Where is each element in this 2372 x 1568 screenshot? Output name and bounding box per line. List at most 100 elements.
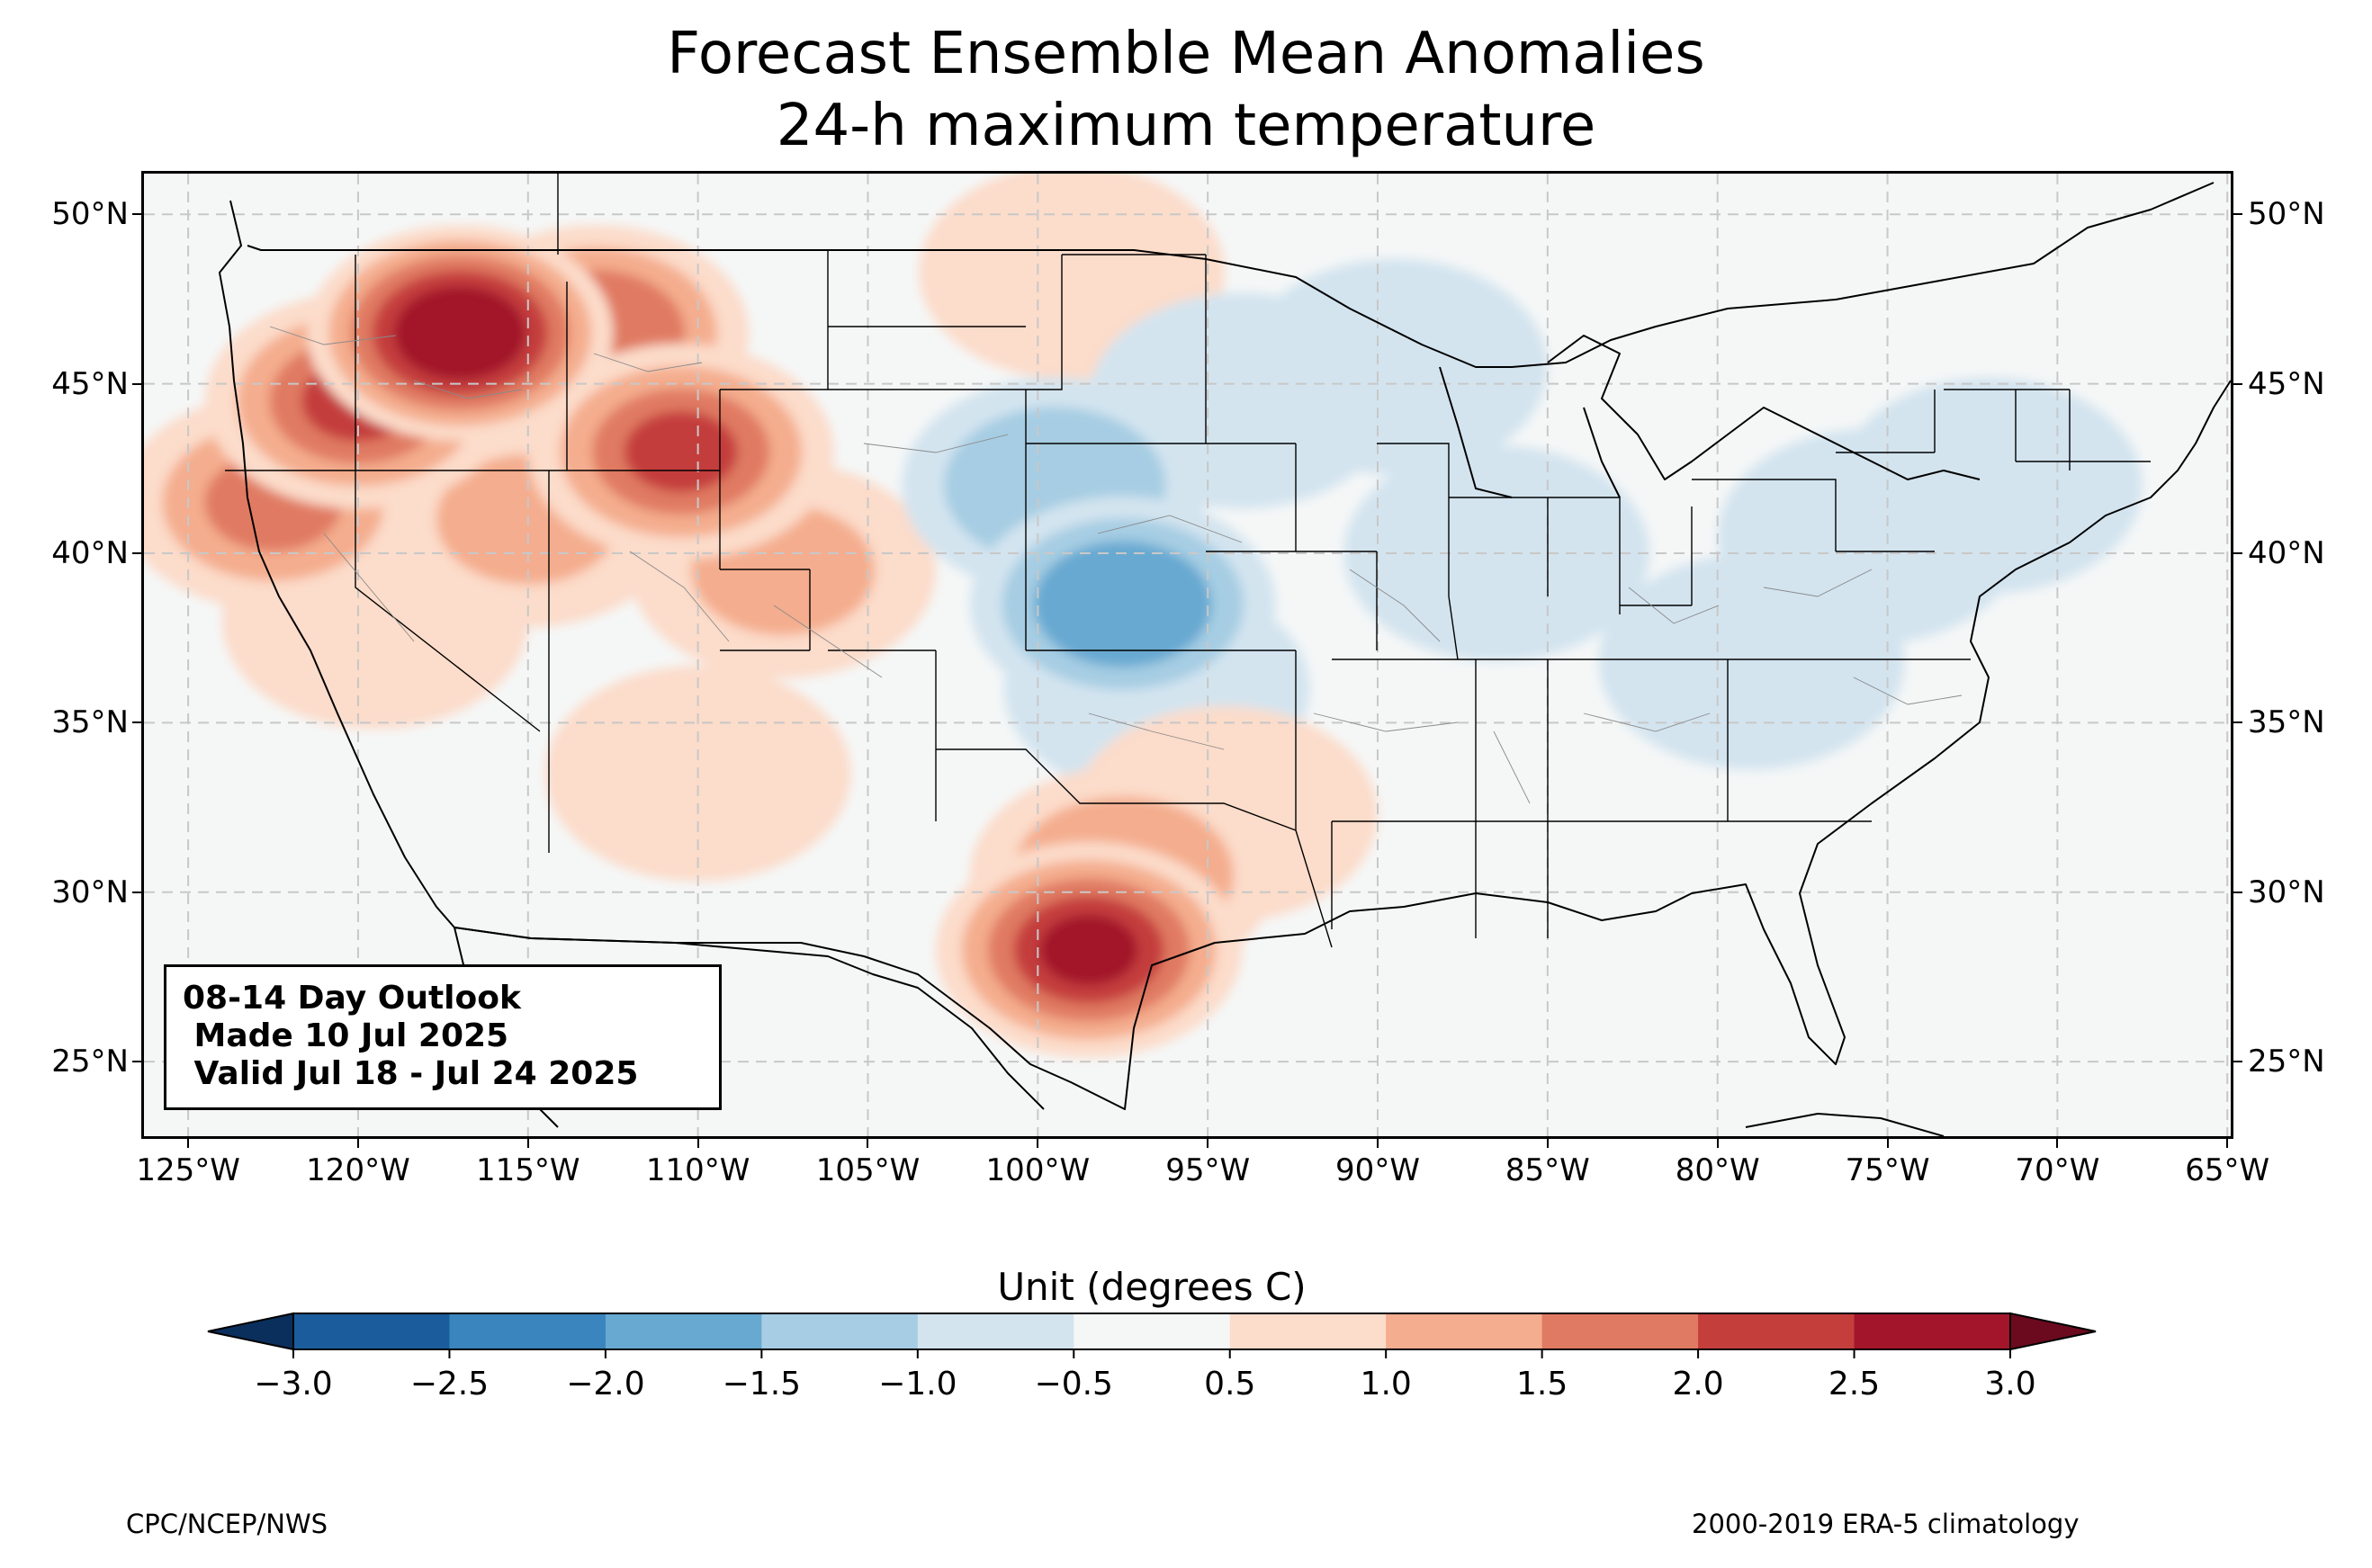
latitude-tick-mark [132, 551, 141, 554]
latitude-tick-label: 25°N [2248, 1044, 2325, 1080]
latitude-tick-label: 50°N [2248, 196, 2325, 233]
colorbar-segment [293, 1313, 450, 1349]
longitude-tick-mark [356, 1139, 359, 1148]
colorbar-tick-label: −0.5 [1035, 1366, 1113, 1402]
colorbar-segment [1074, 1313, 1231, 1349]
longitude-tick-label: 125°W [136, 1152, 240, 1188]
colorbar-segment [917, 1313, 1074, 1349]
map-panel [141, 171, 2233, 1139]
latitude-tick-label: 30°N [2248, 874, 2325, 910]
latitude-tick-label: 30°N [51, 874, 129, 910]
footer-climatology: 2000-2019 ERA-5 climatology [1692, 1509, 2080, 1539]
colorbar-tick-label: 3.0 [1984, 1366, 2035, 1402]
colorbar-over-arrow [2009, 1312, 2097, 1351]
mexico-border [454, 927, 1045, 1110]
colorbar-segment [1854, 1313, 2011, 1349]
map-canvas [144, 174, 2231, 1136]
colorbar-segment [449, 1313, 606, 1349]
great-lakes [1439, 335, 1981, 498]
latitude-tick-mark [2233, 1061, 2242, 1063]
colorbar-outline [292, 1313, 2011, 1350]
longitude-tick-label: 80°W [1675, 1152, 1760, 1188]
colorbar-tick-label: −3.0 [254, 1366, 332, 1402]
latitude-tick-mark [132, 721, 141, 724]
colorbar-tick-label: 2.0 [1672, 1366, 1723, 1402]
latitude-tick-label: 25°N [51, 1044, 129, 1080]
longitude-tick-mark [1037, 1139, 1039, 1148]
colorbar-title: Unit (degrees C) [997, 1265, 1307, 1309]
colorbar-segment [605, 1313, 762, 1349]
canada-border [247, 182, 2215, 368]
longitude-tick-mark [2226, 1139, 2229, 1148]
longitude-tick-label: 100°W [985, 1152, 1091, 1188]
colorbar-tick-label: 0.5 [1204, 1366, 1255, 1402]
anomaly-region [1836, 377, 2143, 594]
latitude-tick-mark [2233, 721, 2242, 724]
longitude-tick-label: 105°W [815, 1152, 921, 1188]
county-lines [269, 326, 1963, 804]
longitude-tick-label: 75°W [1845, 1152, 1930, 1188]
colorbar-tick-label: 1.0 [1361, 1366, 1412, 1402]
anomaly-region [1598, 553, 1905, 770]
made-date-label: Made 10 Jul 2025 [183, 1017, 509, 1054]
colorbar-segment [1698, 1313, 1855, 1349]
colorbar-segment [1229, 1313, 1387, 1349]
longitude-tick-mark [867, 1139, 869, 1148]
anomaly-region [1034, 541, 1212, 668]
cuba [1745, 1113, 1945, 1136]
longitude-tick-mark [1716, 1139, 1719, 1148]
colorbar-tick-label: −1.5 [723, 1366, 801, 1402]
longitude-tick-mark [526, 1139, 529, 1148]
valid-range-label: Valid Jul 18 - Jul 24 2025 [183, 1055, 639, 1092]
latitude-tick-label: 35°N [2248, 704, 2325, 741]
latitude-tick-label: 40°N [51, 534, 129, 571]
longitude-tick-mark [696, 1139, 699, 1148]
anomaly-region [624, 410, 738, 492]
us-outline [219, 200, 2231, 1110]
longitude-tick-label: 65°W [2185, 1152, 2270, 1188]
latitude-tick-label: 50°N [51, 196, 129, 233]
longitude-tick-label: 85°W [1505, 1152, 1590, 1188]
longitude-tick-label: 115°W [476, 1152, 580, 1188]
colorbar-tick-label: −2.0 [566, 1366, 644, 1402]
latitude-tick-mark [132, 213, 141, 216]
chart-title-line-1: Forecast Ensemble Mean Anomalies [667, 21, 1705, 87]
longitude-tick-mark [1207, 1139, 1209, 1148]
colorbar-under-arrow [207, 1312, 294, 1351]
state-boundaries [225, 174, 2151, 948]
latitude-tick-mark [2233, 891, 2242, 893]
anomaly-region [1039, 914, 1138, 986]
longitude-tick-label: 90°W [1335, 1152, 1420, 1188]
anomaly-contours [144, 174, 2143, 1058]
longitude-tick-label: 120°W [306, 1152, 410, 1188]
latitude-tick-label: 45°N [2248, 365, 2325, 402]
chart-title-line-2: 24-h maximum temperature [776, 93, 1596, 159]
colorbar-segment [1386, 1313, 1543, 1349]
latitude-tick-mark [132, 1061, 141, 1063]
latitude-tick-mark [2233, 551, 2242, 554]
colorbar-segment [1541, 1313, 1699, 1349]
longitude-tick-mark [1546, 1139, 1549, 1148]
colorbar-tick-label: 1.5 [1516, 1366, 1568, 1402]
colorbar-tick-label: 2.5 [1828, 1366, 1880, 1402]
latitude-tick-mark [132, 382, 141, 385]
longitude-tick-label: 70°W [2015, 1152, 2100, 1188]
colorbar-tick-label: −2.5 [410, 1366, 489, 1402]
longitude-tick-label: 110°W [645, 1152, 750, 1188]
longitude-tick-mark [187, 1139, 190, 1148]
latitude-tick-label: 45°N [51, 365, 129, 402]
latitude-tick-label: 35°N [51, 704, 129, 741]
longitude-tick-mark [2056, 1139, 2059, 1148]
outlook-period-label: 08-14 Day Outlook [183, 980, 521, 1017]
latitude-tick-mark [2233, 382, 2242, 385]
longitude-tick-mark [1377, 1139, 1379, 1148]
colorbar: −3.0 −2.5 −2.0 −1.5 −1.0 −0.5 0.5 1.0 1.5 2.0 2.5 3… [207, 1312, 2097, 1402]
colorbar-tick-label: −1.0 [878, 1366, 957, 1402]
anomaly-region [394, 285, 526, 381]
colorbar-segment [761, 1313, 919, 1349]
footer-source: CPC/NCEP/NWS [126, 1509, 328, 1539]
latitude-tick-mark [2233, 213, 2242, 216]
longitude-tick-label: 95°W [1165, 1152, 1251, 1188]
latitude-tick-mark [132, 891, 141, 893]
outlook-info-box: 08-14 Day Outlook Made 10 Jul 2025 Valid… [164, 964, 722, 1110]
